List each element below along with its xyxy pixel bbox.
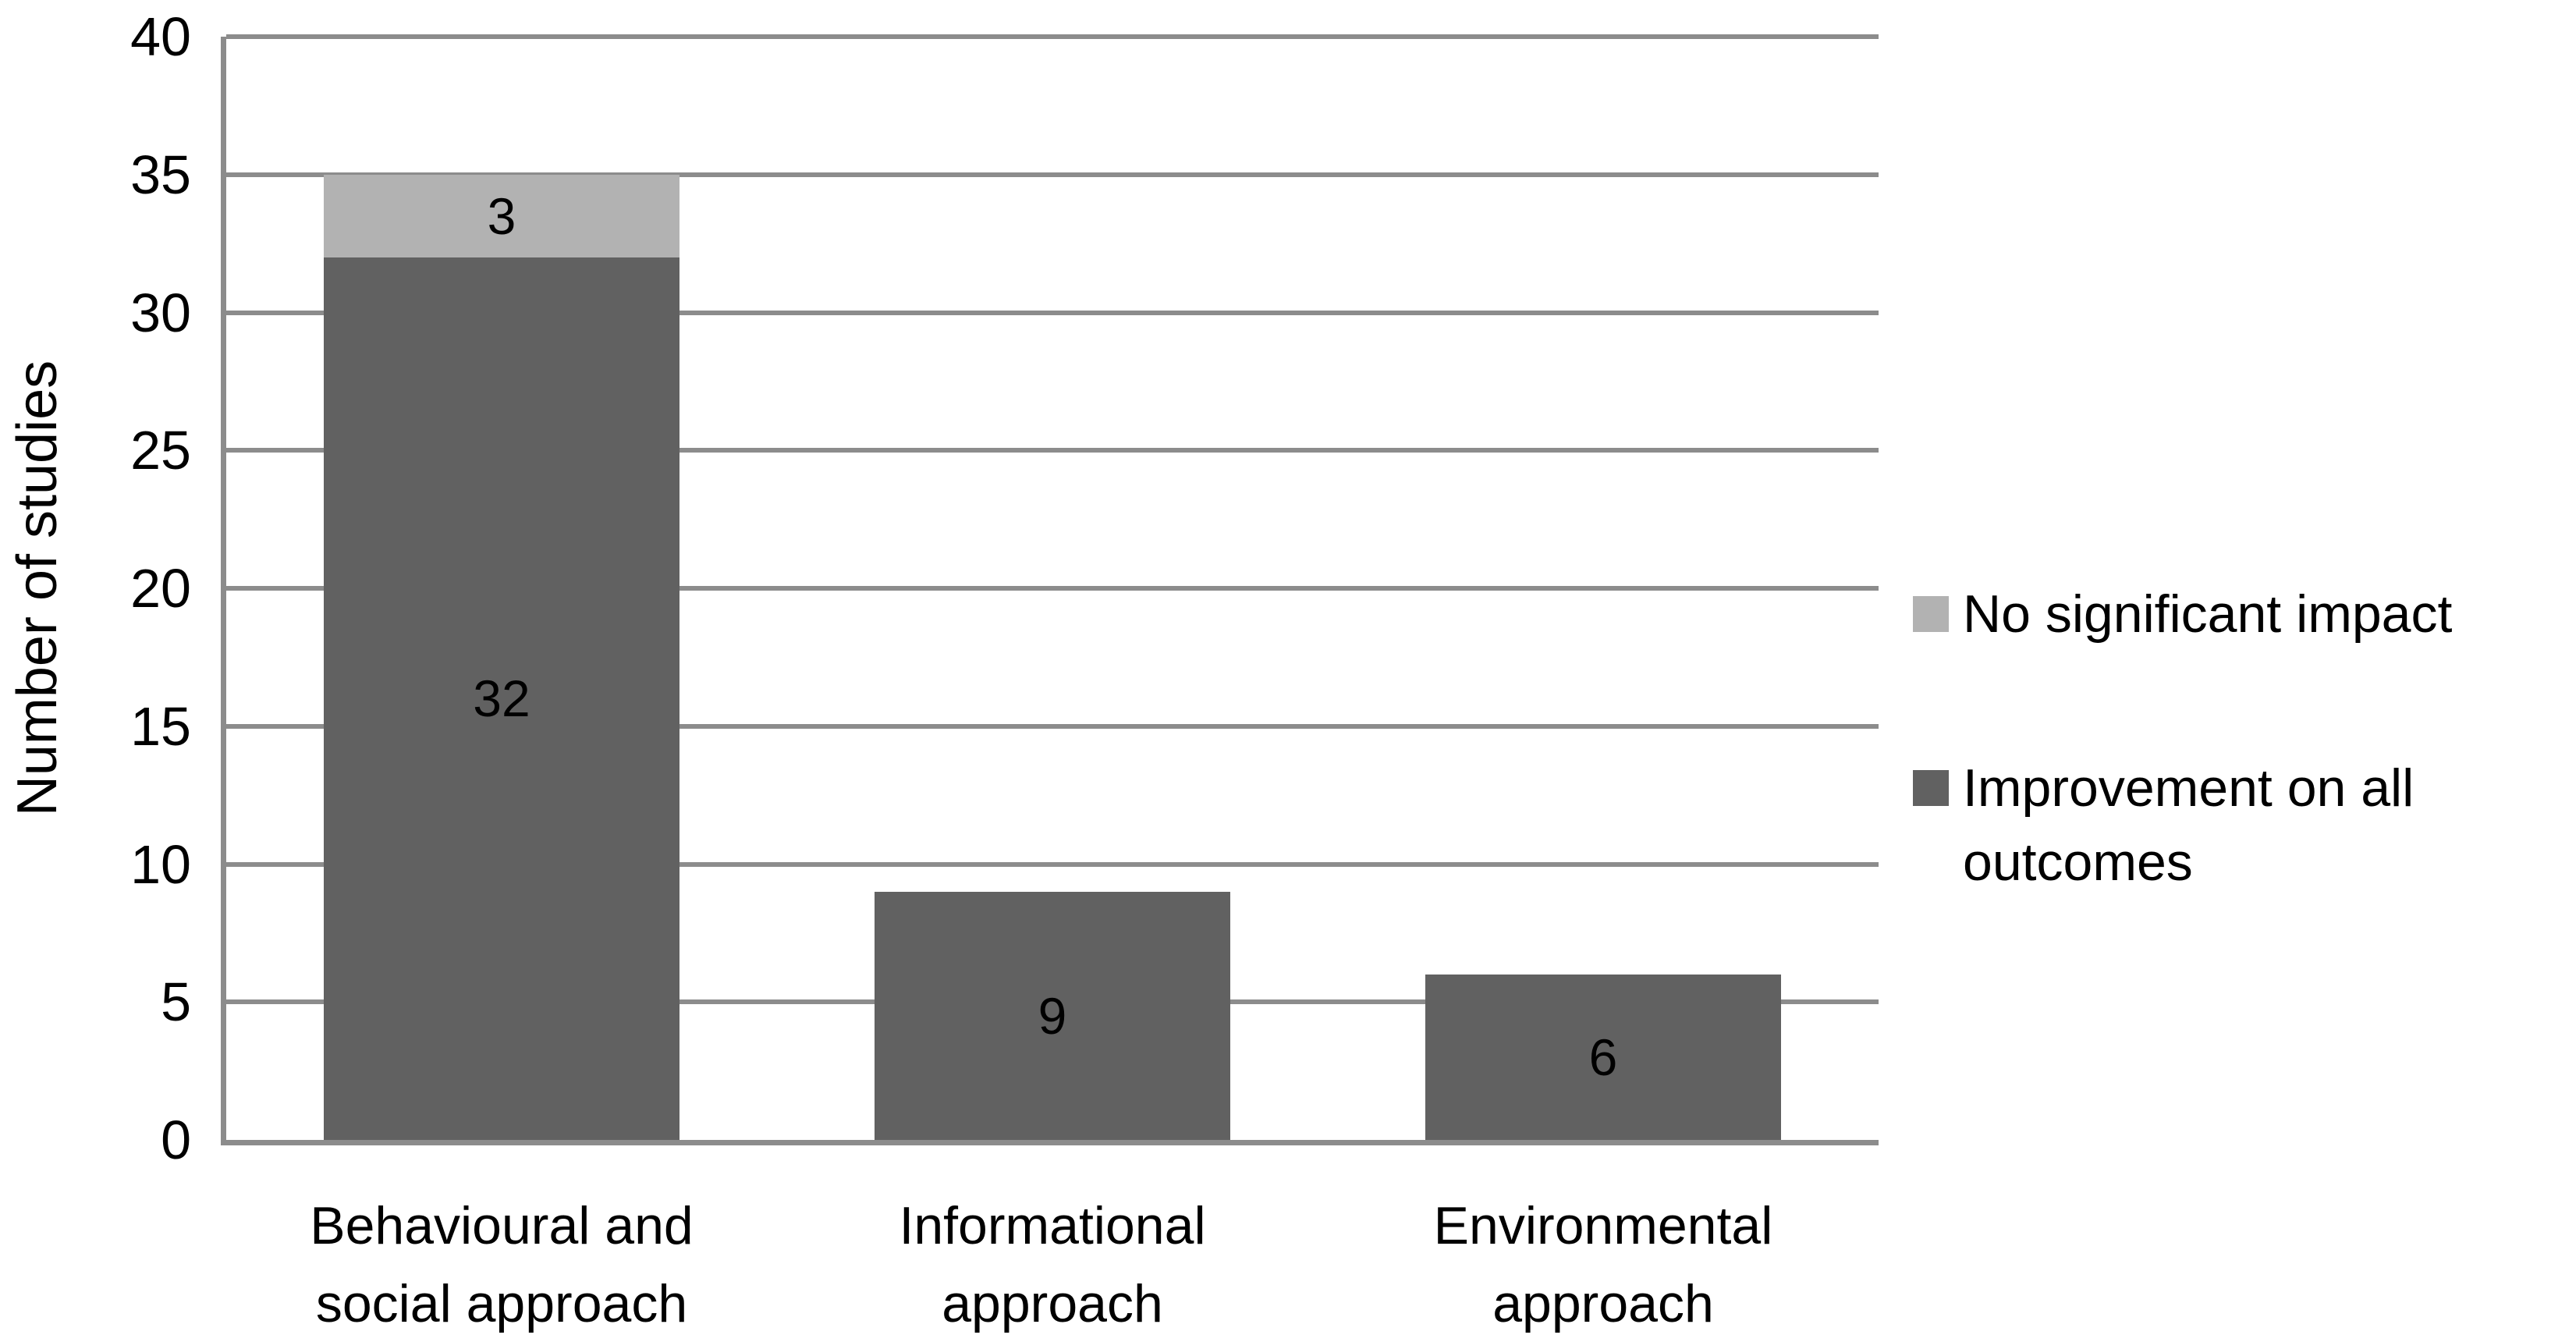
plot-area: 32 3 9 6	[221, 34, 1879, 1145]
y-tick-label: 5	[161, 971, 191, 1033]
category-label-1: Informational approach	[899, 1196, 1206, 1333]
gridline-y-15	[226, 723, 1879, 729]
legend-item-label: Improvement on all outcomes	[1963, 758, 2415, 892]
legend-item-0: No significant impact	[1913, 577, 2576, 651]
legend-item-label: No significant impact	[1963, 584, 2453, 644]
y-tick-label: 10	[130, 833, 191, 895]
legend: No significant impact Improvement on all …	[1913, 577, 2576, 900]
y-tick-label: 25	[130, 420, 191, 481]
y-tick-label: 0	[161, 1109, 191, 1170]
bar-0-segment-0	[324, 257, 679, 1140]
y-tick-label: 40	[130, 6, 191, 67]
bar-value-label: 32	[473, 669, 530, 728]
legend-swatch-icon	[1913, 596, 1949, 632]
y-tick-label: 20	[130, 558, 191, 619]
y-tick-label: 30	[130, 282, 191, 343]
bar-1-segment-0	[875, 891, 1230, 1140]
gridline-y-40	[226, 34, 1879, 39]
bar-value-label: 6	[1588, 1028, 1618, 1086]
legend-swatch-icon	[1913, 770, 1949, 806]
bar-2-segment-0	[1425, 974, 1781, 1140]
category-label-0: Behavioural and social approach	[310, 1196, 694, 1333]
gridline-y-20	[226, 586, 1879, 591]
bar-0-segment-1	[324, 174, 679, 257]
bar-value-label: 3	[487, 186, 516, 245]
gridline-y-25	[226, 448, 1879, 453]
legend-item-1: Improvement on all outcomes	[1913, 751, 2576, 900]
y-tick-label: 35	[130, 144, 191, 205]
y-tick-label: 15	[130, 695, 191, 757]
bar-value-label: 9	[1038, 986, 1067, 1045]
gridline-y-30	[226, 310, 1879, 315]
gridline-y-10	[226, 861, 1879, 867]
category-label-2: Environmental approach	[1433, 1196, 1773, 1333]
gridline-y-35	[226, 172, 1879, 177]
